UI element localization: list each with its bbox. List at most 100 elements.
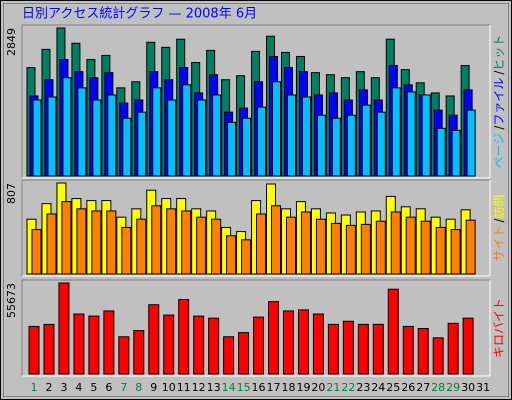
bar [312, 313, 324, 375]
bar [31, 229, 42, 275]
bar [46, 213, 57, 275]
x-tick-label: 31 [476, 381, 490, 394]
x-tick-label: 25 [386, 381, 400, 394]
bar [327, 323, 339, 375]
bar [167, 99, 177, 177]
bar [133, 330, 145, 375]
bar [62, 77, 72, 177]
bar [285, 216, 296, 275]
bar [346, 114, 356, 177]
legend-entry: 訪問 [491, 194, 506, 218]
bar [211, 218, 222, 275]
x-tick-label: 8 [135, 381, 142, 394]
legend: サイト /訪問 [491, 194, 506, 261]
legend-entry: ヒット [492, 35, 506, 71]
x-tick-label: 13 [207, 381, 221, 394]
bar [121, 226, 132, 275]
bar [450, 229, 461, 275]
y-tick-label: 2849 [5, 28, 18, 56]
bar [73, 313, 85, 375]
legend: キロバイト [492, 298, 506, 358]
bar [447, 322, 459, 375]
legend-separator: / [492, 70, 506, 75]
legend-entry: ページ [492, 133, 506, 169]
bar [462, 317, 474, 375]
bar [227, 121, 237, 177]
legend-entry: キロバイト [492, 298, 506, 358]
bar [436, 127, 446, 177]
x-tick-label: 26 [401, 381, 415, 394]
bar [226, 235, 237, 275]
bar [466, 109, 476, 177]
inner-frame [3, 3, 509, 397]
bar [253, 316, 265, 375]
bar [166, 208, 177, 275]
bar [372, 323, 384, 375]
bar [271, 205, 282, 275]
x-tick-label: 30 [461, 381, 475, 394]
x-tick-label: 20 [311, 381, 325, 394]
bar [193, 315, 205, 375]
bar [391, 87, 401, 177]
bar [402, 325, 414, 375]
y-tick-label: 55673 [5, 283, 18, 318]
x-tick-label: 11 [177, 381, 191, 394]
bar [197, 99, 207, 177]
bar [178, 299, 190, 375]
bar [103, 310, 115, 375]
bar [376, 111, 386, 177]
bar [43, 323, 55, 375]
bar [300, 211, 311, 275]
bar [77, 87, 87, 177]
bar [465, 219, 476, 275]
bar [268, 301, 280, 375]
y-tick-label: 807 [5, 183, 18, 204]
bar [360, 223, 371, 275]
bar [122, 117, 132, 177]
x-tick-label: 18 [281, 381, 295, 394]
bar [107, 94, 117, 177]
bar [315, 218, 326, 275]
bar [118, 336, 130, 375]
x-tick-label: 16 [252, 381, 266, 394]
bar [375, 220, 386, 275]
legend-entry: サイト [492, 226, 506, 262]
bar [106, 210, 117, 275]
x-tick-label: 3 [60, 381, 67, 394]
bar [242, 117, 252, 177]
bar [32, 99, 42, 177]
legend: ページ/ファイル/ヒット [492, 35, 506, 169]
x-tick-label: 28 [431, 381, 445, 394]
bar [405, 216, 416, 275]
x-tick-label: 23 [356, 381, 370, 394]
bar [297, 309, 309, 375]
bar [61, 201, 72, 275]
legend-separator: / [492, 218, 506, 223]
bar [417, 328, 429, 375]
bar [256, 213, 267, 275]
bar [361, 104, 371, 177]
bar [148, 304, 160, 375]
bar [257, 106, 267, 177]
bar [238, 332, 250, 375]
bar [241, 239, 252, 275]
x-tick-label: 5 [90, 381, 97, 394]
x-tick-label: 17 [267, 381, 281, 394]
bar [28, 325, 40, 375]
bar [286, 94, 296, 177]
bar [357, 323, 369, 375]
bar [92, 99, 102, 177]
bar [330, 222, 341, 275]
bar [420, 220, 431, 275]
x-tick-label: 14 [222, 381, 236, 394]
bar [342, 320, 354, 375]
bar [163, 314, 175, 375]
bar [435, 226, 446, 275]
bar [301, 96, 311, 177]
x-tick-label: 21 [326, 381, 340, 394]
bar [432, 337, 444, 375]
bar [451, 129, 461, 177]
bar [316, 114, 326, 177]
x-tick-label: 6 [105, 381, 112, 394]
